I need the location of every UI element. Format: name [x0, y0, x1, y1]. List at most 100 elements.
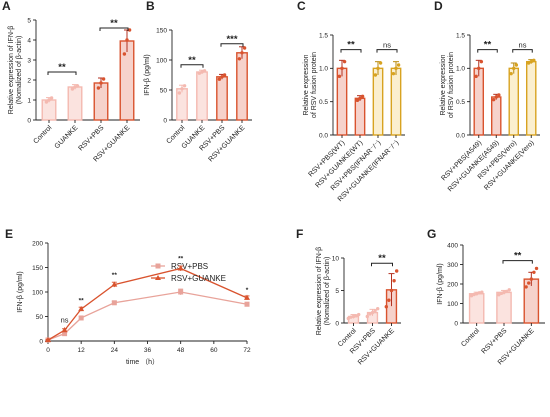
panel-a-ytick-label: 1 — [27, 97, 31, 104]
panel-a-data-point — [75, 84, 80, 88]
panel-a-category-label: GUANKE — [54, 124, 80, 150]
panel-d-data-point — [512, 66, 516, 71]
panel-b-ylabel: IFN-β (pg/ml) — [144, 54, 151, 95]
panel-d-ytick-label: 1.0 — [456, 66, 465, 73]
panel-e-xtick-label: 72 — [243, 347, 251, 354]
panel-e-annotation: ns — [61, 315, 69, 324]
panel-e-legend-marker — [155, 263, 161, 269]
panel-c-bar — [336, 67, 348, 136]
panel-b-bar — [216, 76, 228, 121]
panel-b-data-point — [220, 75, 224, 79]
panel-a-data-point — [47, 98, 51, 102]
panel-b-sig-label: ** — [188, 55, 196, 66]
panel-e-xtick-label: 60 — [210, 347, 218, 354]
panel-d-data-point — [479, 59, 484, 64]
panel-d-data-point — [474, 74, 478, 79]
panel-e-xlabel: time （h） — [126, 358, 159, 366]
ylabel-line-1: Relative expression — [303, 54, 310, 115]
panel-a-data-point — [70, 87, 75, 91]
panel-d-data-point — [526, 61, 531, 65]
panel-f-data-point — [373, 308, 377, 313]
panel-b-data-point — [180, 87, 184, 91]
panel-g-data-point — [469, 294, 474, 298]
panel-b-ytick-label: 50 — [160, 87, 168, 94]
panel-d-bar — [508, 67, 520, 136]
panel-d-data-point — [497, 93, 501, 97]
panel-e-series-line — [47, 291, 248, 341]
panel-c-data-point — [378, 61, 383, 65]
panel-e-data-point — [244, 301, 250, 307]
panel-a-data-point — [49, 96, 54, 100]
panel-b-data-point — [200, 70, 204, 74]
panel-a-sig-bracket — [99, 27, 129, 31]
panel-a-bar — [119, 40, 135, 121]
panel-c-ylabel: Relative expressionof RSV fusion protein — [303, 52, 318, 118]
panel-g-data-point — [534, 266, 539, 271]
panel-a-sig-label: ** — [58, 62, 66, 73]
panel-a-ylabel: Relative expression of IFN-β(Nomalized o… — [8, 26, 23, 114]
panel-g-data-point — [527, 281, 531, 285]
panel-e-legend-label: RSV+PBS — [171, 262, 208, 271]
panel-c-ytick-label: 0.5 — [319, 99, 328, 106]
panel-g-data-point — [472, 292, 476, 297]
panel-b-data-point — [197, 71, 202, 75]
panel-b-data-point — [177, 91, 182, 95]
panel-a-data-point — [101, 77, 106, 81]
panel-b-data-point — [242, 46, 247, 50]
panel-e-ytick-label: 200 — [32, 240, 43, 247]
panel-f-sig-bracket — [371, 262, 393, 267]
panel-g-data-point — [474, 292, 479, 296]
panel-a-ytick-label: 0 — [27, 117, 31, 124]
panel-c-data-point — [337, 74, 342, 79]
panel-f-data-point — [395, 269, 399, 273]
panel-e-data-point — [45, 336, 51, 343]
panel-c-ytick-label: 0.0 — [319, 132, 328, 139]
panel-b-ytick-label: 150 — [156, 27, 167, 34]
ylabel-line-2: of RSV fusion protein — [311, 52, 318, 118]
panel-b-data-point — [202, 69, 207, 73]
panel-c-letter: C — [297, 0, 306, 13]
panel-e-xtick-label: 24 — [111, 347, 119, 354]
panel-a-bar — [93, 82, 109, 121]
panel-e-data-point — [177, 265, 184, 271]
panel-g-data-point — [532, 270, 536, 274]
panel-g-data-point — [529, 277, 534, 281]
panel-c-data-point — [358, 96, 362, 101]
panel-d-data-point — [494, 95, 498, 99]
panel-e-xtick-label: 12 — [78, 347, 86, 354]
panel-b-sig-bracket — [180, 64, 204, 68]
panel-a-sig-label: ** — [110, 18, 118, 29]
panel-g-ytick-label: 400 — [447, 242, 458, 249]
panel-f-letter: F — [296, 227, 303, 241]
panel-b-data-point — [217, 77, 222, 81]
panel-a-ytick-label: 2 — [27, 77, 31, 84]
panel-g-data-point — [524, 285, 528, 289]
panel-b-sig-label: *** — [226, 34, 237, 45]
panel-d-data-point — [532, 58, 536, 63]
panel-g-data-point — [507, 288, 511, 292]
ylabel-line-1: Relative expression — [440, 54, 447, 115]
panel-c-data-point — [355, 98, 360, 103]
panel-b-data-point — [222, 73, 227, 77]
ylabel-line-1: Relative expression of IFN-β — [8, 26, 15, 114]
panel-g-sig-bracket — [502, 260, 533, 264]
panel-g-data-point — [502, 290, 506, 295]
panel-g-ytick-label: 300 — [447, 262, 458, 269]
panel-f-data-point — [384, 305, 388, 309]
panel-b-bar — [196, 71, 208, 121]
panel-b-bar — [236, 52, 248, 121]
panel-d-letter: D — [434, 0, 443, 13]
panel-e-data-point — [244, 294, 250, 300]
panel-a-bar — [67, 86, 83, 121]
panel-g-sig-label: ** — [514, 251, 522, 262]
panel-g-ytick-label: 0 — [454, 320, 458, 327]
panel-f-data-point — [387, 298, 391, 302]
panel-c-data-point — [360, 94, 365, 99]
panel-a-data-point — [96, 86, 101, 90]
ylabel-line-2: (Nomalized of β-actin) — [324, 257, 331, 326]
panel-f-data-point — [389, 288, 394, 293]
panel-e-legend-label: RSV+GUANKE — [171, 274, 226, 283]
panel-d-bar — [491, 96, 502, 136]
panel-d-data-point — [514, 63, 519, 67]
panel-b-category-label: RSV+GUANKE — [207, 124, 246, 163]
